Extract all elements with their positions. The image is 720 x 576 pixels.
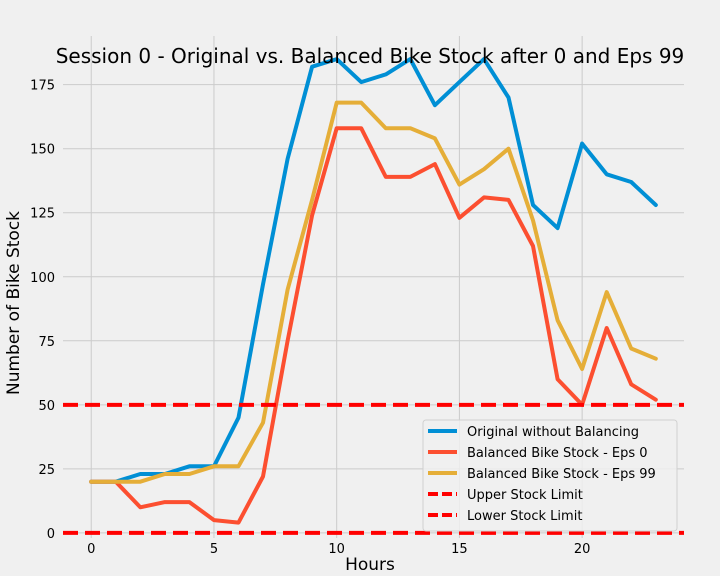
legend: Original without Balancing Balanced Bike … xyxy=(422,419,678,532)
series-line xyxy=(89,57,658,484)
chart-title: Session 0 - Original vs. Balanced Bike S… xyxy=(56,44,685,68)
legend-label: Lower Stock Limit xyxy=(467,509,582,524)
legend-label: Balanced Bike Stock - Eps 0 xyxy=(467,446,648,461)
x-tick-label: 10 xyxy=(328,542,345,557)
legend-label: Balanced Bike Stock - Eps 99 xyxy=(467,467,656,482)
y-tick-label: 25 xyxy=(38,463,55,478)
y-tick-label: 75 xyxy=(38,335,55,350)
y-tick-label: 50 xyxy=(38,399,55,414)
legend-box xyxy=(422,419,678,532)
x-tick-label: 0 xyxy=(87,542,95,557)
grid xyxy=(63,36,684,538)
y-tick-label: 100 xyxy=(30,271,55,286)
legend-label: Original without Balancing xyxy=(467,425,639,440)
series-lines xyxy=(63,57,684,535)
x-tick-label: 15 xyxy=(451,542,468,557)
y-tick-label: 150 xyxy=(30,143,55,158)
x-tick-label: 20 xyxy=(574,542,591,557)
y-tick-label: 125 xyxy=(30,207,55,222)
series-line xyxy=(89,126,658,525)
series-line xyxy=(89,100,658,484)
x-axis-label: Hours xyxy=(345,555,395,575)
legend-label: Upper Stock Limit xyxy=(467,488,583,503)
y-tick-label: 175 xyxy=(30,79,55,94)
tick-labels: 0 5 10 15 20 0 25 50 75 100 125 150 175 xyxy=(30,79,590,557)
x-tick-label: 5 xyxy=(210,542,218,557)
y-axis-label: Number of Bike Stock xyxy=(4,211,24,395)
y-tick-label: 0 xyxy=(47,527,55,542)
